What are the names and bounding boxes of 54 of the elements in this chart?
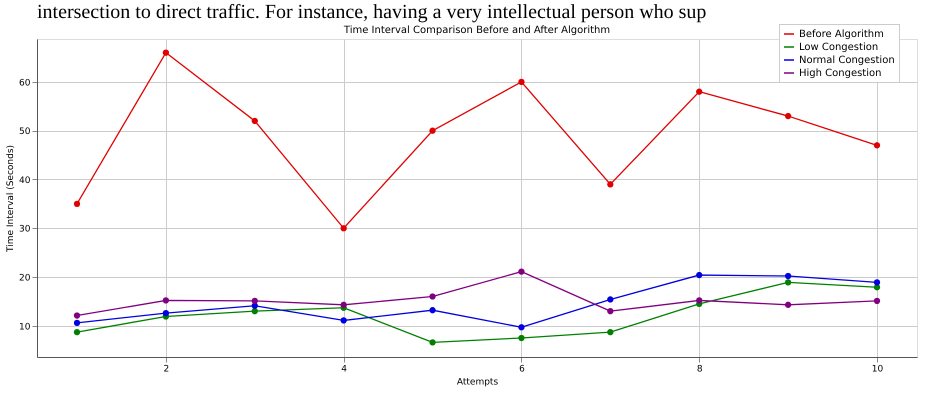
point (784, 112, 792, 120)
point (874, 279, 880, 286)
point (74, 200, 80, 208)
point (74, 312, 80, 319)
legend-label: Before Algorithm (799, 29, 884, 40)
point (518, 334, 525, 342)
point (340, 317, 347, 324)
x-tick-label: 4 (341, 364, 348, 374)
point (74, 328, 80, 336)
point (518, 78, 525, 86)
x-tick-label: 6 (519, 364, 526, 374)
legend-label: High Congestion (799, 68, 882, 79)
y-tick-label: 30 (19, 224, 31, 235)
legend-label: Normal Congestion (799, 55, 895, 66)
point (696, 272, 702, 278)
point (252, 298, 258, 304)
point (518, 324, 525, 330)
point (607, 181, 614, 188)
x-tick-label: 10 (872, 364, 884, 374)
point (784, 279, 792, 286)
point (874, 298, 880, 304)
point (607, 328, 614, 336)
text: intersection to direct traffic. For instance, having a very intellectual person who sup (37, 1, 706, 23)
y-tick-label: 60 (19, 78, 31, 88)
point (429, 293, 436, 300)
y-tick-label: 40 (19, 176, 31, 186)
point (74, 320, 80, 326)
point (162, 297, 170, 304)
point (162, 310, 170, 316)
point (429, 307, 436, 314)
x-tick-label: 2 (164, 364, 170, 374)
point (429, 128, 436, 134)
legend-label: Low Congestion (799, 42, 878, 53)
point (162, 50, 170, 56)
point (252, 308, 258, 314)
point (252, 118, 258, 124)
y-tick-label: 20 (19, 274, 31, 284)
point (340, 302, 347, 308)
point (696, 88, 702, 95)
point (874, 142, 880, 148)
point (784, 302, 792, 308)
chart-title: Time Interval Comparison Before and After Algorithm (342, 25, 610, 36)
x-tick-label: 8 (696, 364, 703, 374)
y-tick-label: 50 (19, 127, 31, 138)
y-tick-label: 10 (19, 322, 31, 332)
point (696, 297, 702, 304)
x-axis-title: Attempts (456, 378, 498, 388)
point (607, 296, 614, 303)
point (784, 272, 792, 280)
point (607, 308, 614, 314)
point (518, 268, 525, 275)
y-axis-title: Time Interval (Seconds) (6, 144, 16, 254)
point (340, 225, 347, 232)
point (429, 339, 436, 346)
